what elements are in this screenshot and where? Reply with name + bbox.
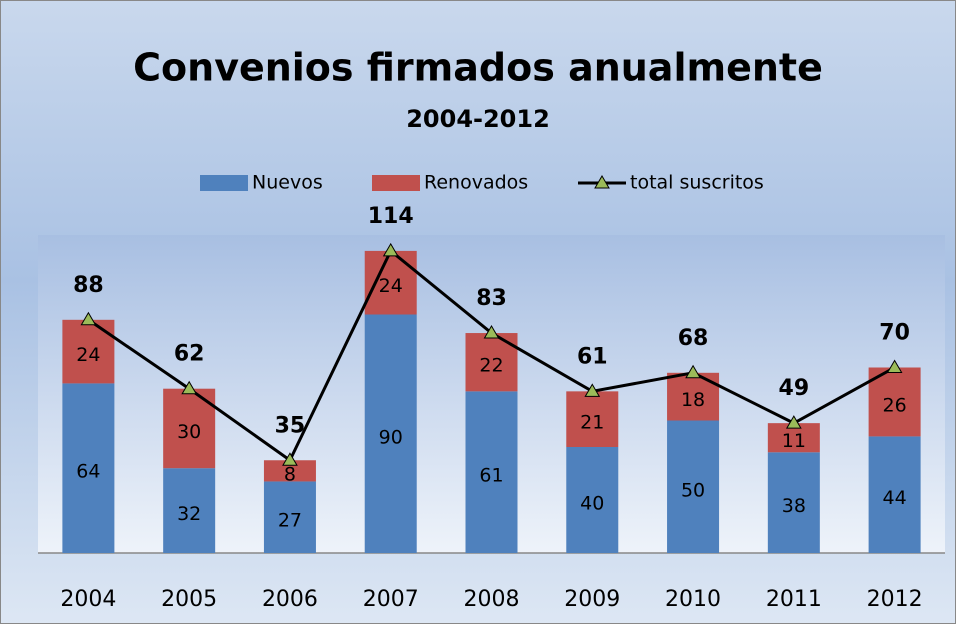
marker [80,311,97,326]
legend-marker [594,175,610,189]
data-label: 44 [883,487,907,509]
chart-subtitle: 2004-2012 [406,105,550,133]
legend-label: total suscritos [630,172,764,194]
marker [282,452,298,466]
x-tick-label: 2007 [363,587,419,612]
x-tick-label: 2009 [564,587,620,612]
bar-segment [62,383,115,553]
x-tick-label: 2004 [60,587,116,612]
total-label: 61 [577,344,608,369]
data-label: 32 [177,503,201,525]
data-label: 18 [681,389,705,411]
data-label: 22 [479,355,503,377]
data-label: 30 [177,421,201,443]
total-label: 83 [476,286,507,311]
bar-segment [767,452,820,553]
data-label: 21 [580,412,604,434]
legend-label: Renovados [424,172,528,194]
marker [181,380,198,395]
bar-segment [667,420,720,553]
bar-segment [868,436,921,553]
data-label: 50 [681,479,705,501]
total-label: 49 [779,376,810,401]
marker [382,242,399,257]
x-tick-label: 2008 [464,587,520,612]
total-label: 70 [879,321,910,346]
x-tick-label: 2005 [161,587,217,612]
legend-swatch [200,175,248,191]
x-tick-label: 2011 [766,587,822,612]
chart-title: Convenios firmados anualmente [133,46,823,90]
bar-segment [263,481,316,553]
bar-segment [868,367,921,437]
legend-label: Nuevos [252,172,323,194]
x-tick-label: 2010 [665,587,721,612]
bar-segment [364,314,417,553]
data-label: 90 [379,426,403,448]
x-tick-label: 2006 [262,587,318,612]
marker [886,359,903,373]
data-label: 24 [379,275,403,297]
marker [483,325,500,339]
data-label: 24 [76,344,100,366]
data-label: 8 [284,463,296,485]
data-label: 40 [580,493,604,515]
data-label: 11 [782,430,806,452]
bar-segment [263,460,316,482]
total-label: 62 [174,342,205,367]
data-label: 38 [782,495,806,517]
bar-segment [364,250,417,315]
total-label: 114 [368,204,414,229]
data-label: 61 [479,465,503,487]
marker [785,415,802,429]
total-label: 35 [275,413,306,438]
data-label: 64 [76,461,100,483]
data-label: 27 [278,510,302,532]
marker [584,383,601,397]
bar-segment [566,391,619,447]
bar-segment [465,391,518,553]
total-label: 88 [73,273,104,298]
bar-segment [163,468,216,553]
legend-swatch [372,175,420,191]
total-label: 68 [678,326,709,351]
data-label: 26 [883,394,907,416]
marker [685,364,701,379]
x-tick-label: 2012 [867,587,923,612]
bar-segment [566,447,619,553]
